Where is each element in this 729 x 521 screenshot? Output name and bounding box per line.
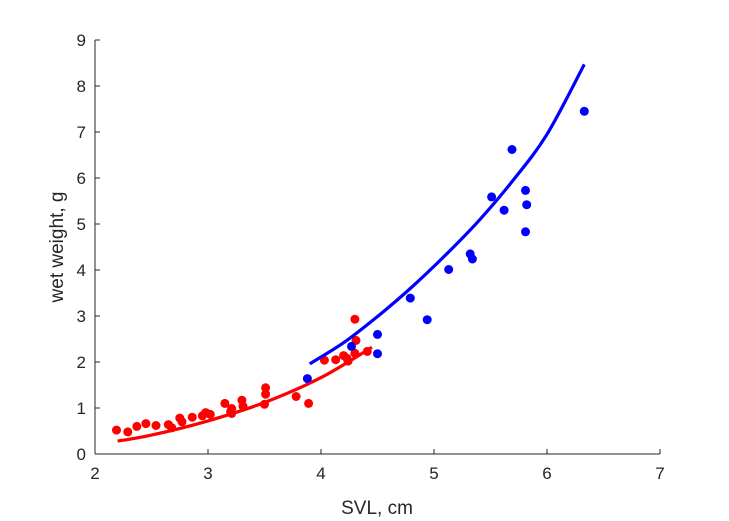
y-tick-label: 7 xyxy=(77,123,86,142)
series-1 xyxy=(112,314,373,443)
series-1-point xyxy=(261,389,271,399)
y-ticks: 0 1 2 3 4 5 6 7 8 9 xyxy=(77,31,100,464)
series-layer xyxy=(112,63,589,443)
series-2-point xyxy=(405,293,415,303)
series-1-point xyxy=(187,412,197,422)
series-2-point xyxy=(522,200,532,210)
series-2-point xyxy=(373,329,382,339)
series-1-point xyxy=(123,427,133,437)
y-tick-label: 0 xyxy=(77,445,86,464)
series-2-point xyxy=(521,185,530,195)
series-2-point xyxy=(302,374,312,384)
series-2 xyxy=(302,63,589,384)
x-tick-label: 2 xyxy=(90,464,99,483)
x-ticks: 2 3 4 5 6 7 xyxy=(90,449,665,483)
x-tick-label: 4 xyxy=(316,464,325,483)
y-tick-label: 1 xyxy=(77,399,86,418)
series-2-point xyxy=(579,106,589,116)
series-2-point xyxy=(507,145,517,154)
series-1-point xyxy=(167,423,177,433)
series-2-fit-curve xyxy=(308,63,586,366)
y-tick-label: 6 xyxy=(77,169,86,188)
series-1-point xyxy=(227,404,237,413)
series-2-point xyxy=(373,349,382,359)
series-1-point xyxy=(350,314,360,324)
series-1-point xyxy=(261,383,271,393)
y-tick-label: 4 xyxy=(77,261,86,280)
x-tick-label: 5 xyxy=(429,464,438,483)
x-tick-label: 6 xyxy=(542,464,551,483)
y-axis-label: wet weight, g xyxy=(47,192,68,304)
series-1-point xyxy=(141,419,151,429)
series-1-point xyxy=(350,348,360,358)
series-1-point xyxy=(112,425,121,435)
series-1-point xyxy=(343,356,353,366)
y-tick-label: 9 xyxy=(77,31,86,50)
x-tick-label: 7 xyxy=(655,464,664,483)
series-2-point xyxy=(467,254,477,264)
y-tick-label: 5 xyxy=(77,215,86,234)
axes xyxy=(94,40,660,455)
series-1-point xyxy=(362,346,372,356)
y-tick-label: 3 xyxy=(77,307,86,326)
series-1-point xyxy=(220,398,230,408)
series-1-point xyxy=(205,409,215,419)
series-2-point xyxy=(521,227,530,237)
series-1-point xyxy=(304,398,314,408)
series-1-point xyxy=(238,401,248,411)
series-2-point xyxy=(444,265,454,274)
series-1-point xyxy=(151,421,161,430)
y-tick-label: 2 xyxy=(77,353,86,372)
series-2-point xyxy=(499,205,509,215)
series-2-point xyxy=(487,192,497,202)
series-1-point xyxy=(260,399,269,409)
series-2-point xyxy=(422,315,432,325)
series-1-point xyxy=(291,392,301,401)
series-1-point xyxy=(177,417,187,427)
x-tick-label: 3 xyxy=(203,464,212,483)
series-1-point xyxy=(331,355,341,365)
series-1-point xyxy=(132,421,142,431)
series-2-point xyxy=(347,341,356,351)
series-1-fit-curve xyxy=(117,345,373,443)
y-tick-label: 8 xyxy=(77,77,86,96)
x-axis-label: SVL, cm xyxy=(341,498,413,519)
